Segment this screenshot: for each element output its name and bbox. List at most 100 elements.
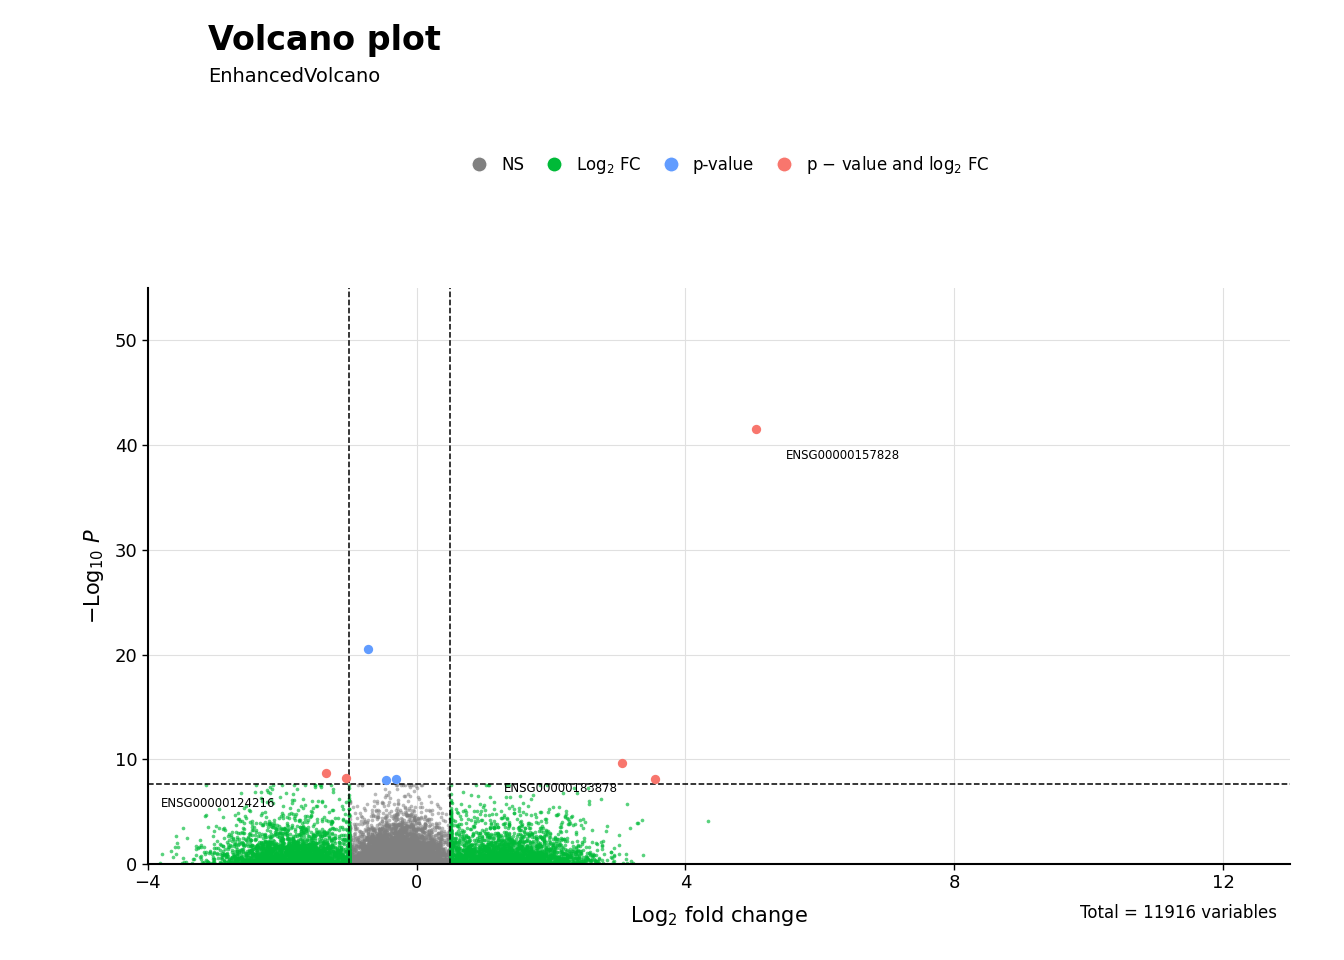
Point — [367, 852, 388, 867]
Point — [466, 849, 488, 864]
Point — [395, 833, 417, 849]
Point — [379, 855, 401, 871]
Point — [297, 840, 319, 855]
Point — [335, 844, 356, 859]
Point — [204, 823, 226, 838]
Point — [396, 838, 418, 853]
Point — [446, 854, 468, 870]
Point — [409, 840, 430, 855]
Point — [223, 855, 245, 871]
Point — [427, 839, 449, 854]
Point — [395, 855, 417, 871]
Point — [438, 847, 460, 862]
Point — [371, 853, 392, 869]
Point — [382, 850, 403, 865]
Point — [480, 790, 501, 805]
Point — [438, 837, 460, 852]
Point — [262, 841, 284, 856]
Point — [337, 790, 359, 805]
Point — [317, 854, 339, 870]
Point — [364, 828, 386, 844]
Point — [380, 855, 402, 871]
Point — [383, 826, 405, 841]
Point — [410, 852, 431, 867]
Point — [516, 852, 538, 867]
Point — [379, 851, 401, 866]
Point — [374, 850, 395, 865]
Point — [405, 854, 426, 870]
Point — [391, 835, 413, 851]
Point — [396, 852, 418, 868]
Point — [314, 850, 336, 865]
Point — [259, 848, 281, 863]
Point — [289, 837, 310, 852]
Point — [360, 845, 382, 860]
Point — [466, 852, 488, 867]
Point — [294, 849, 316, 864]
Point — [353, 853, 375, 869]
Point — [379, 831, 401, 847]
Point — [581, 853, 602, 869]
Point — [391, 823, 413, 838]
Point — [286, 850, 308, 865]
Point — [219, 855, 241, 871]
Point — [376, 851, 398, 866]
Point — [384, 839, 406, 854]
Point — [378, 831, 399, 847]
Point — [353, 855, 375, 871]
Point — [410, 851, 431, 866]
Point — [246, 847, 267, 862]
Point — [442, 840, 464, 855]
Point — [378, 854, 399, 870]
Point — [376, 838, 398, 853]
Point — [422, 855, 444, 871]
Point — [360, 845, 382, 860]
Point — [392, 852, 414, 868]
Point — [386, 850, 407, 865]
Point — [364, 823, 386, 838]
Point — [254, 833, 276, 849]
Point — [401, 853, 422, 869]
Point — [239, 838, 261, 853]
Point — [430, 824, 452, 839]
Point — [390, 853, 411, 869]
Point — [386, 819, 407, 834]
Point — [374, 850, 395, 865]
Point — [405, 848, 426, 863]
Point — [544, 829, 566, 845]
Point — [312, 836, 333, 852]
Point — [403, 855, 425, 871]
Point — [304, 828, 325, 843]
Point — [366, 848, 387, 863]
Point — [304, 846, 325, 861]
Point — [407, 841, 429, 856]
Point — [310, 846, 332, 861]
Point — [384, 829, 406, 845]
Point — [362, 826, 383, 841]
Point — [309, 855, 331, 871]
Point — [366, 851, 387, 866]
Point — [375, 838, 396, 853]
Point — [439, 850, 462, 865]
Point — [190, 837, 211, 852]
Point — [286, 781, 308, 797]
Point — [380, 828, 402, 844]
Point — [438, 827, 460, 842]
Point — [439, 851, 462, 866]
Point — [418, 827, 439, 842]
Point — [372, 846, 394, 861]
Point — [254, 804, 276, 820]
Point — [352, 855, 374, 871]
Point — [406, 852, 427, 867]
Point — [496, 846, 517, 861]
Point — [407, 847, 429, 862]
Point — [462, 853, 484, 869]
Point — [337, 843, 359, 858]
Point — [394, 851, 415, 866]
Point — [235, 848, 257, 863]
Point — [520, 840, 542, 855]
Point — [485, 834, 507, 850]
Point — [282, 846, 304, 861]
Point — [411, 835, 433, 851]
Point — [383, 852, 405, 868]
